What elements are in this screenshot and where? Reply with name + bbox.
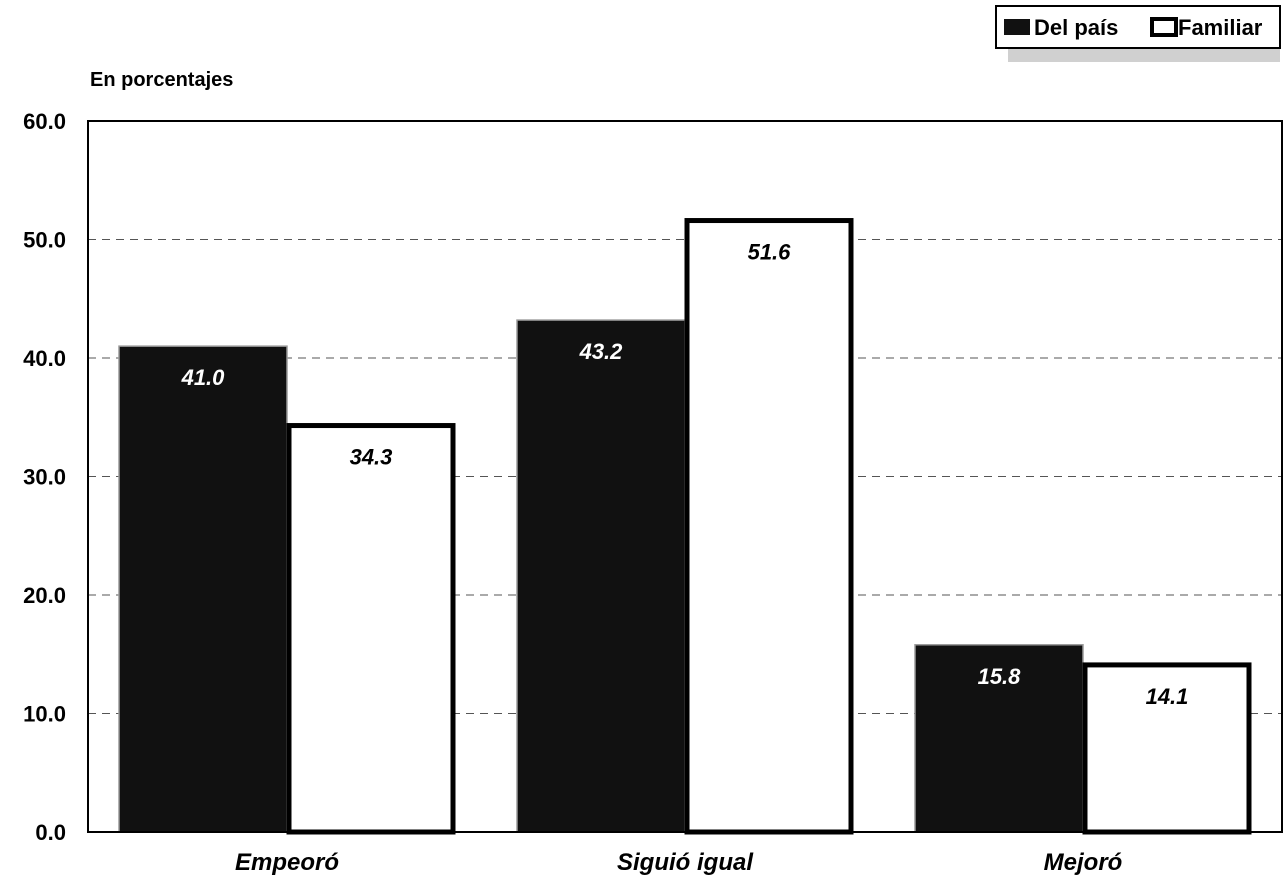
data-label: 15.8	[978, 664, 1022, 689]
legend-box	[995, 5, 1281, 49]
plot-area-frame	[87, 120, 1283, 833]
y-tick-label: 40.0	[23, 346, 66, 371]
data-label: 43.2	[579, 339, 624, 364]
y-tick-label: 20.0	[23, 583, 66, 608]
bar-familiar	[1082, 662, 1252, 835]
bar-familiar	[286, 423, 456, 835]
y-tick-label: 50.0	[23, 228, 66, 253]
y-tick-label: 60.0	[23, 109, 66, 134]
legend-label-del-pais: Del país	[1034, 15, 1118, 40]
legend-swatch-familiar	[1150, 17, 1178, 37]
data-label: 41.0	[181, 365, 226, 390]
bars: 41.0 34.3 43.2 51.6 15.8 14.1	[118, 218, 1252, 835]
y-tick-label: 30.0	[23, 465, 66, 490]
x-tick-label: Mejoró	[1044, 849, 1123, 876]
data-label: 34.3	[350, 445, 393, 470]
legend-swatch-del-pais	[1004, 19, 1030, 35]
bar-del-pais	[516, 319, 686, 833]
legend-shadow	[1008, 48, 1280, 62]
data-label: 51.6	[748, 240, 792, 265]
x-axis-labels: Empeoró Siguió igual Mejoró	[235, 849, 1122, 876]
x-tick-label: Siguió igual	[617, 849, 754, 876]
bar-del-pais	[118, 345, 288, 833]
legend-label-familiar: Familiar	[1178, 15, 1263, 40]
y-tick-label: 0.0	[35, 820, 66, 845]
x-tick-label: Empeoró	[235, 849, 339, 876]
y-axis-ticks: 0.0 10.0 20.0 30.0 40.0 50.0 60.0	[23, 109, 66, 845]
y-tick-label: 10.0	[23, 702, 66, 727]
bar-familiar	[684, 218, 854, 835]
data-label: 14.1	[1146, 684, 1189, 709]
y-axis-label: En porcentajes	[90, 69, 233, 91]
legend: Del país Familiar	[995, 5, 1281, 62]
